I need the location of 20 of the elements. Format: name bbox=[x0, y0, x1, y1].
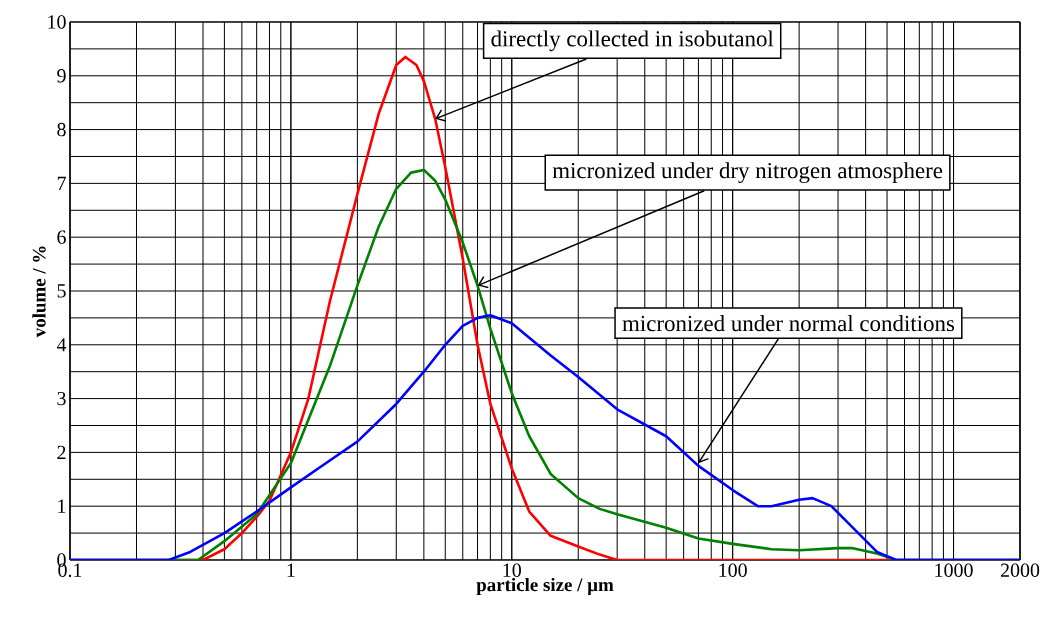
y-tick-label: 8 bbox=[57, 122, 66, 137]
x-tick-label: 100 bbox=[719, 563, 747, 577]
x-tick-label: 10 bbox=[503, 563, 521, 577]
x-tick-label: 2000 bbox=[1000, 563, 1040, 577]
y-tick-label: 6 bbox=[57, 230, 66, 244]
x-tick-label: 1000 bbox=[935, 563, 973, 577]
y-tick-label: 9 bbox=[57, 69, 66, 83]
annotation: directly collected in isobutanol bbox=[491, 30, 774, 52]
annotation: micronized under dry nitrogen atmosphere bbox=[552, 162, 943, 184]
annotation: micronized under normal conditions bbox=[622, 315, 955, 332]
y-tick-label: 1 bbox=[58, 499, 66, 513]
x-axis-title: particle size / µm bbox=[476, 577, 614, 596]
y-tick-label: 5 bbox=[57, 284, 66, 298]
x-tick-label: 1 bbox=[287, 563, 295, 577]
y-tick-label: 2 bbox=[57, 445, 66, 459]
y-axis-title: volume / % bbox=[32, 246, 46, 338]
y-tick-label: 3 bbox=[57, 391, 66, 406]
y-tick-label: 10 bbox=[48, 15, 66, 29]
y-tick-label: 7 bbox=[57, 176, 66, 190]
y-tick-label: 4 bbox=[56, 338, 67, 352]
